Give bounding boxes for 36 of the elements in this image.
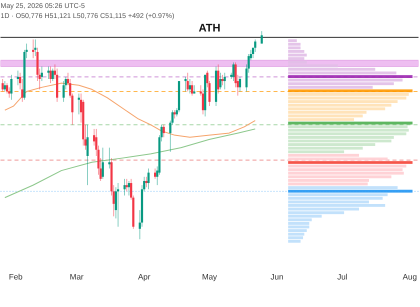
x-tick-label: Apr — [138, 272, 151, 282]
bar — [288, 182, 368, 186]
bar — [288, 72, 396, 74]
bar — [288, 39, 297, 42]
bar — [288, 125, 408, 128]
bar — [288, 89, 413, 92]
bar — [288, 168, 403, 172]
bar — [288, 122, 413, 125]
bar — [288, 92, 409, 96]
x-tick-label: Aug — [402, 272, 417, 282]
bar — [288, 57, 304, 60]
bar — [288, 186, 398, 190]
x-tick-label: Feb — [8, 272, 24, 282]
bar — [288, 50, 304, 53]
bar — [288, 222, 310, 225]
bar — [288, 164, 406, 168]
bar — [288, 229, 307, 232]
x-tick-label: Jul — [337, 272, 348, 282]
bar — [288, 75, 413, 78]
ref-line-label: ATH — [198, 22, 220, 34]
bar — [288, 54, 307, 56]
bar — [288, 190, 413, 193]
bar — [288, 78, 403, 82]
bar — [288, 226, 310, 228]
bar — [288, 232, 304, 236]
x-tick-label: Jun — [270, 272, 284, 282]
bar — [288, 114, 363, 118]
bar — [288, 157, 388, 160]
bar — [288, 140, 392, 142]
x-tick-label: May — [202, 272, 218, 282]
bar — [288, 204, 386, 207]
bar — [288, 46, 301, 50]
x-tick-label: Mar — [70, 272, 84, 282]
bar — [288, 96, 406, 100]
bar — [288, 132, 406, 136]
bar — [288, 161, 413, 164]
